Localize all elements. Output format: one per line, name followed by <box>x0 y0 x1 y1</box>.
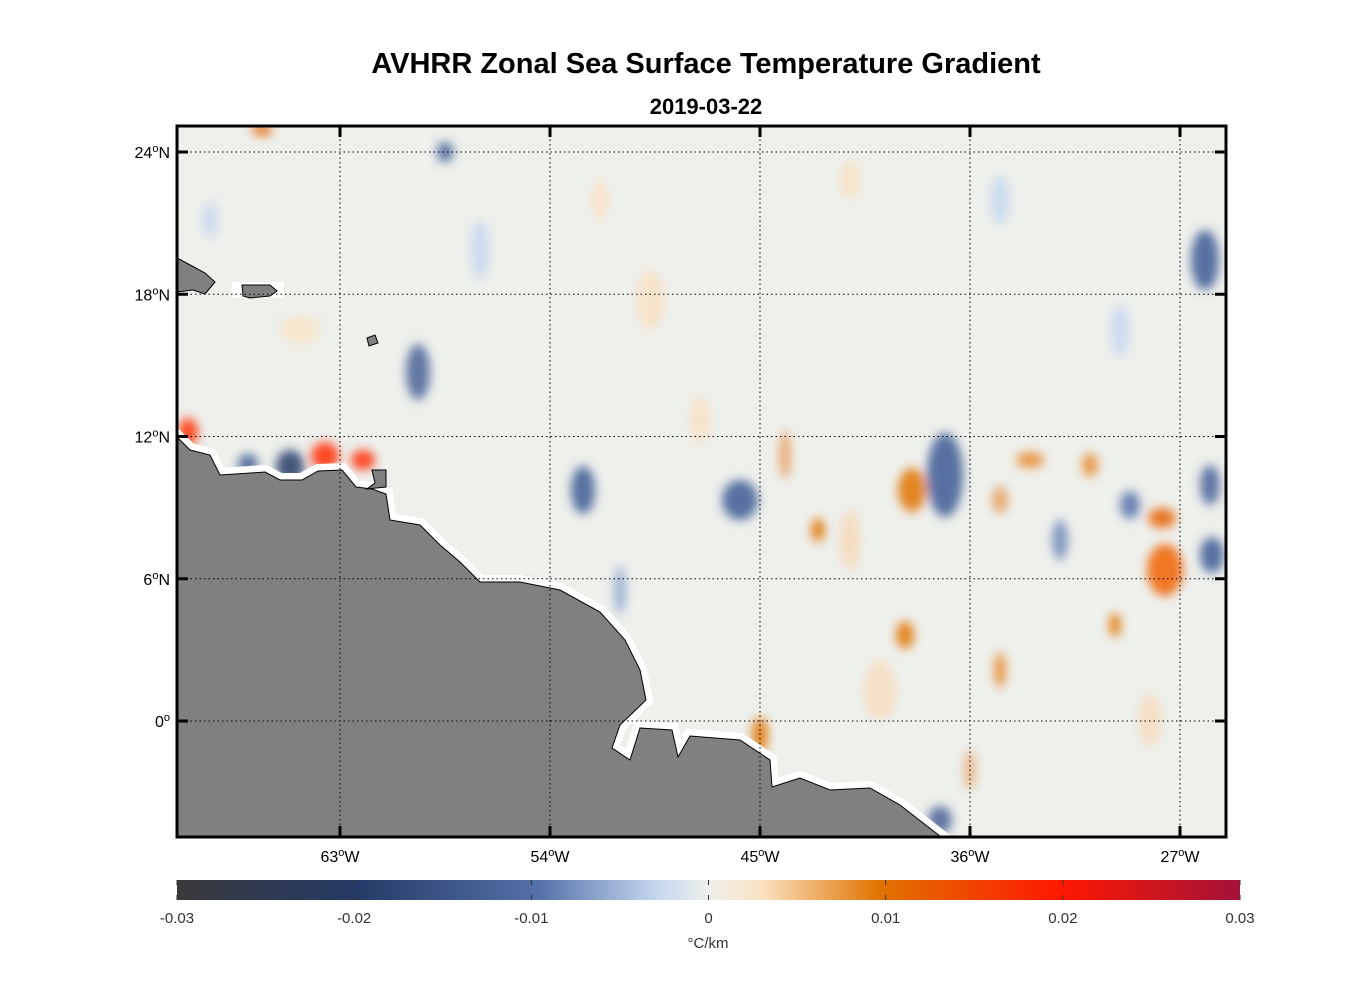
gradient-feature <box>202 202 218 238</box>
lon-tick-label: 54oW <box>530 847 570 866</box>
colorbar-tick-label: 0 <box>704 910 712 927</box>
gradient-feature <box>571 466 595 514</box>
lon-tick-label: 27oW <box>1160 847 1200 866</box>
gradient-feature <box>1138 694 1162 746</box>
lat-tick-label: 12oN <box>135 428 170 447</box>
colorbar <box>177 880 1240 900</box>
gradient-feature <box>1109 613 1121 637</box>
gradient-feature <box>1200 465 1220 505</box>
lat-tick-label: 6oN <box>143 570 170 589</box>
gradient-feature <box>690 396 710 444</box>
gradient-feature <box>1052 520 1068 560</box>
gradient-feature <box>1191 230 1219 290</box>
colorbar-tick-label: -0.01 <box>514 910 548 927</box>
map-frame <box>175 124 1228 839</box>
lon-tick-label: 36oW <box>950 847 990 866</box>
lat-tick-label: 24oN <box>135 143 170 162</box>
gradient-feature <box>722 480 758 520</box>
colorbar-tick-label: 0.02 <box>1048 910 1077 927</box>
gradient-feature <box>1147 544 1183 596</box>
lat-tick-label: 0o <box>155 712 170 731</box>
gradient-feature <box>864 660 896 720</box>
colorbar-label: °C/km <box>688 935 729 952</box>
lon-tick-label: 45oW <box>740 847 780 866</box>
land-mask <box>177 257 953 837</box>
chart-subtitle: 2019-03-22 <box>649 94 763 119</box>
colorbar-tick-label: 0.01 <box>871 910 900 927</box>
gradient-feature <box>636 270 664 330</box>
gradient-feature <box>990 176 1010 224</box>
graticule <box>177 126 1226 837</box>
lon-tick-label: 63oW <box>320 847 360 866</box>
gradient-feature <box>1110 304 1130 356</box>
gradient-feature <box>1082 453 1098 477</box>
gradient-feature <box>896 621 914 649</box>
gradient-feature <box>311 442 339 470</box>
sst-gradient-field <box>178 126 1224 834</box>
gradient-feature <box>840 510 860 570</box>
colorbar-tick-label: -0.03 <box>160 910 194 927</box>
gradient-feature <box>470 220 490 280</box>
gradient-feature <box>840 160 860 200</box>
gradient-feature <box>1016 452 1044 468</box>
colorbar-tick-label: 0.03 <box>1225 910 1254 927</box>
trinidad-island <box>365 469 387 490</box>
gradient-feature <box>1200 537 1224 573</box>
gradient-feature <box>592 180 608 220</box>
small-island <box>366 334 379 347</box>
colorbar-tick-label: -0.02 <box>337 910 371 927</box>
gradient-feature <box>898 468 926 512</box>
gradient-feature <box>614 566 626 614</box>
chart-title: AVHRR Zonal Sea Surface Temperature Grad… <box>371 48 1041 80</box>
colorbar-ticks: -0.03 -0.02 -0.01 0 0.01 0.02 0.03 <box>160 880 1255 927</box>
lat-tick-label: 18oN <box>135 285 170 304</box>
gradient-feature <box>406 344 430 400</box>
gradient-feature <box>351 450 375 470</box>
axis-ticks: 24oN 18oN 12oN 6oN 0o 63oW 54oW 45oW 36oW 27oW <box>135 126 1226 866</box>
gradient-feature <box>992 486 1008 514</box>
gradient-feature <box>280 316 320 344</box>
gradient-feature <box>252 126 272 136</box>
gradient-feature <box>1120 491 1140 519</box>
gradient-feature <box>779 431 791 479</box>
gradient-feature <box>1148 508 1176 528</box>
south-america-landmass <box>177 436 942 837</box>
gradient-feature <box>811 518 825 542</box>
gradient-feature <box>994 652 1006 688</box>
gradient-feature <box>927 433 963 517</box>
hispaniola-island <box>177 257 216 295</box>
gradient-feature <box>437 142 453 162</box>
